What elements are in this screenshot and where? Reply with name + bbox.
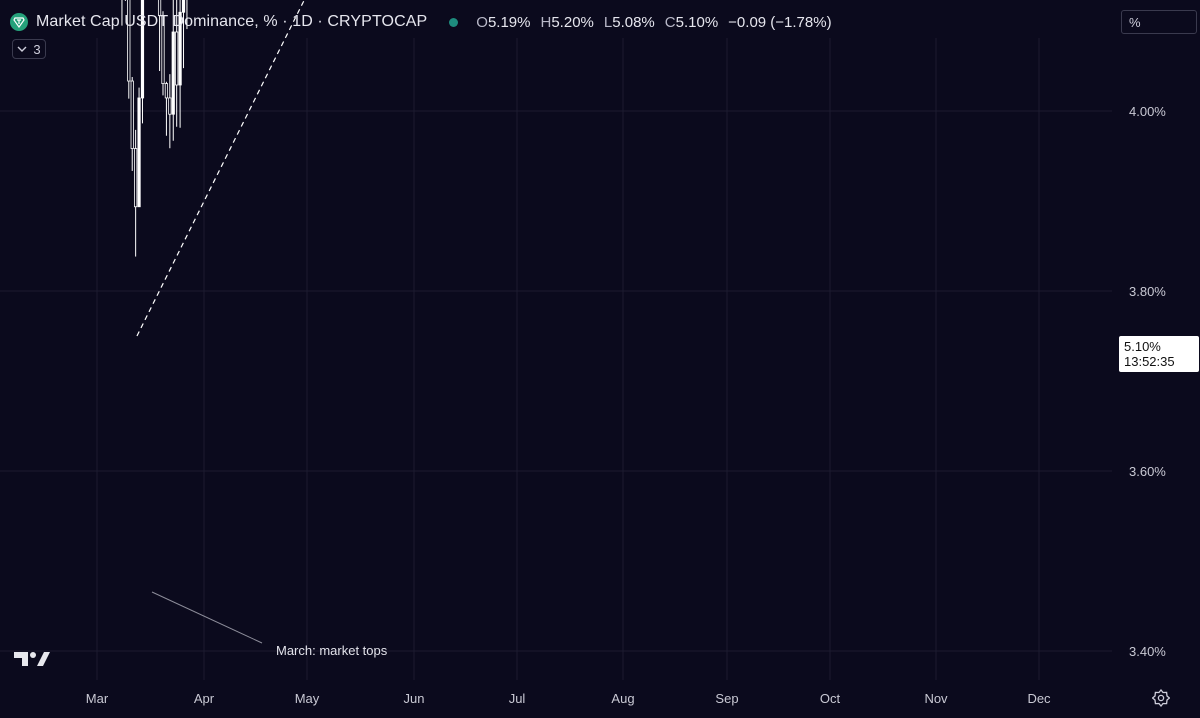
candle-body [171, 31, 175, 115]
candle-body [178, 11, 182, 86]
candle-body [127, 0, 131, 82]
x-tick-label: Sep [715, 691, 738, 706]
y-tick-label: 4.00% [1129, 104, 1166, 119]
low-value: 5.08% [612, 13, 655, 31]
high-value: 5.20% [551, 13, 594, 31]
candle-body [140, 0, 145, 99]
chevron-down-icon [17, 46, 27, 52]
x-tick-label: Nov [924, 691, 948, 706]
last-price-label: 5.10% 13:52:35 [1119, 336, 1199, 372]
gear-icon[interactable] [1152, 689, 1170, 707]
symbol-title[interactable]: Market Cap USDT Dominance, % · 1D · CRYP… [36, 13, 428, 30]
market-status-dot [449, 17, 459, 27]
x-tick-label: Jul [509, 691, 526, 706]
x-tick-label: Apr [194, 691, 215, 706]
tradingview-logo-icon[interactable] [14, 650, 50, 668]
candle-body [130, 80, 134, 149]
grid-lines [0, 38, 1112, 680]
x-tick-label: Oct [820, 691, 841, 706]
last-price-value: 5.10% [1124, 339, 1161, 354]
x-tick-label: Mar [86, 691, 109, 706]
price-axis[interactable]: 6.80%6.60%6.40%6.20%6.00%5.80%5.60%5.40%… [1129, 0, 1166, 659]
candle-body [157, 0, 162, 16]
candle-body [181, 0, 186, 13]
candle-body [137, 97, 141, 208]
time-axis[interactable]: Mar Apr May Jun Jul Aug Sep Oct Nov Dec [86, 691, 1051, 706]
chart-legend-header: Market Cap USDT Dominance, % · 1D · CRYP… [10, 10, 832, 34]
annotation-pointer [151, 591, 263, 644]
indicators-collapse-button[interactable]: 3 [12, 39, 46, 59]
close-value: 5.10% [675, 13, 719, 31]
ohlc-values: O5.19% H5.20% L5.08% C5.10% −0.09 (−1.78… [476, 13, 832, 31]
candle-body [164, 83, 169, 99]
indicators-count: 3 [33, 41, 41, 57]
trendline [136, 0, 966, 337]
y-tick-label: 3.80% [1129, 284, 1166, 299]
candle-series [121, 0, 188, 257]
change-value: −0.09 (−1.78%) [728, 13, 832, 31]
candle-body [161, 15, 165, 84]
y-tick-label: 3.40% [1129, 644, 1166, 659]
x-tick-label: Dec [1027, 691, 1051, 706]
bar-countdown: 13:52:35 [1124, 354, 1175, 369]
x-tick-label: Aug [611, 691, 634, 706]
tether-logo-icon[interactable] [10, 13, 28, 31]
candle-body [175, 31, 179, 86]
open-value: 5.19% [487, 13, 531, 31]
x-tick-label: Jun [404, 691, 425, 706]
price-scale-unit-selector[interactable]: % [1121, 10, 1197, 34]
ascending-trendline[interactable] [136, 0, 966, 337]
annotation-text: March: market tops [276, 643, 388, 658]
candle-body [134, 148, 138, 208]
candle-body [168, 97, 172, 115]
x-tick-label: May [295, 691, 320, 706]
y-tick-label: 3.60% [1129, 464, 1166, 479]
